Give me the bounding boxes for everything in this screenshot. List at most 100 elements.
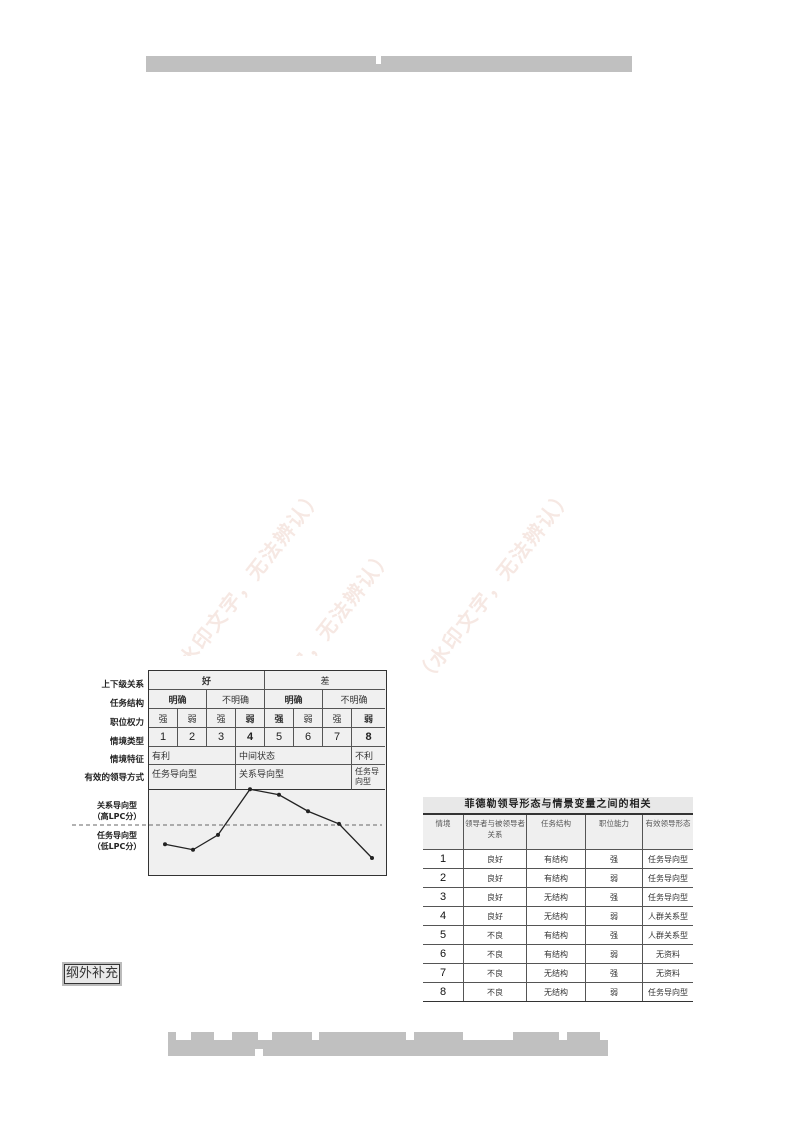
row-label-situation-type: 情境类型: [109, 737, 144, 747]
lpc-high-label: 关系导向型 （高LPC分）: [82, 800, 152, 822]
table-cell: 强: [585, 887, 643, 907]
table-cell: 良好: [463, 887, 527, 907]
style-relation: 关系导向型: [236, 765, 352, 790]
header-situation: 情境: [423, 815, 464, 850]
lpc-curve: [164, 788, 373, 859]
table-cell: 有结构: [526, 868, 586, 888]
table-cell: 弱: [585, 982, 643, 1002]
table-body: 1 良好 有结构强任务导向型 2 良好 有结构弱任务导向型 3 良好 无结构强任务导向型 4 良好无…: [423, 849, 693, 1002]
lpc-data-point: [306, 809, 310, 814]
table-cell: 强: [585, 925, 643, 945]
table-cell: 有结构: [526, 925, 586, 945]
feature-favorable: 有利: [149, 747, 236, 765]
supplement-label: 纲外补充: [64, 964, 121, 984]
table-header-row: 情境 领导者与被领导者关系 任务结构 职位能力 有效领导形态: [423, 815, 693, 850]
style-task-1: 任务导向型: [149, 765, 236, 790]
footer-redacted-gaps: [168, 1032, 608, 1040]
table-row: 5 不良 有结构强人群关系型: [423, 925, 693, 945]
situation-number: 4: [423, 906, 464, 926]
table-cell: 不良: [463, 982, 527, 1002]
table-cell: 无资料: [642, 963, 693, 983]
situation-number: 2: [423, 868, 464, 888]
header-effective-style: 有效领导形态: [642, 815, 693, 850]
position-power-2: 弱: [178, 709, 207, 728]
table-cell: 强: [585, 963, 643, 983]
table: 情境 领导者与被领导者关系 任务结构 职位能力 有效领导形态 1 良好 有结构强任务…: [423, 815, 693, 1002]
table-row: 3 良好 无结构强任务导向型: [423, 887, 693, 907]
table-cell: 任务导向型: [642, 868, 693, 888]
situation-number: 7: [423, 963, 464, 983]
lpc-low-title: 任务导向型: [97, 831, 137, 840]
table-cell: 无结构: [526, 887, 586, 907]
task-structure-2: 不明确: [207, 690, 265, 709]
table-cell: 任务导向型: [642, 982, 693, 1002]
position-power-7: 强: [323, 709, 352, 728]
table-cell: 弱: [585, 868, 643, 888]
position-power-5: 强: [265, 709, 294, 728]
lpc-line-plot: [72, 787, 382, 860]
table-cell: 人群关系型: [642, 906, 693, 926]
header-redacted-bar: [146, 56, 632, 72]
lpc-low-sub: （低LPC分）: [92, 842, 142, 851]
relation-good: 好: [149, 671, 265, 690]
lpc-data-point: [370, 856, 374, 860]
lpc-data-point: [337, 821, 341, 826]
feature-intermediate: 中间状态: [236, 747, 352, 765]
lpc-data-point: [163, 842, 167, 847]
table-cell: 无结构: [526, 963, 586, 983]
position-power-6: 弱: [294, 709, 323, 728]
lpc-high-title: 关系导向型: [97, 801, 137, 810]
situation-type-7: 7: [323, 728, 352, 747]
header-position-power: 职位能力: [585, 815, 643, 850]
footer-redacted-notch: [255, 1049, 263, 1057]
position-power-4: 弱: [236, 709, 265, 728]
table-row: 7 不良 无结构强无资料: [423, 963, 693, 983]
lpc-data-point: [277, 792, 281, 797]
table-title: 菲德勒领导形态与情景变量之间的相关: [423, 797, 693, 815]
position-power-8: 弱: [352, 709, 385, 728]
table-cell: 有结构: [526, 849, 586, 869]
row-label-relation: 上下级关系: [101, 680, 144, 690]
table-cell: 任务导向型: [642, 887, 693, 907]
lpc-data-point: [216, 832, 220, 837]
table-cell: 无结构: [526, 906, 586, 926]
table-cell: 弱: [585, 944, 643, 964]
relation-poor: 差: [265, 671, 385, 690]
fiedler-correlation-table: 菲德勒领导形态与情景变量之间的相关 情境 领导者与被领导者关系 任务结构 职位能…: [408, 785, 712, 1002]
situation-number: 3: [423, 887, 464, 907]
row-label-effective-style: 有效的领导方式: [84, 773, 144, 783]
fiedler-contingency-chart: 上下级关系 任务结构 职位权力 情境类型 情境特征 有效的领导方式 好 差 明确…: [64, 656, 409, 880]
lpc-data-point: [191, 847, 195, 852]
table-cell: 不良: [463, 944, 527, 964]
table-cell: 强: [585, 849, 643, 869]
table-cell: 良好: [463, 868, 527, 888]
table-cell: 不良: [463, 925, 527, 945]
lpc-low-label: 任务导向型 （低LPC分）: [82, 830, 152, 852]
row-label-task-structure: 任务结构: [109, 699, 144, 709]
situation-type-1: 1: [149, 728, 178, 747]
task-structure-1: 明确: [149, 690, 207, 709]
table-cell: 良好: [463, 849, 527, 869]
situation-type-5: 5: [265, 728, 294, 747]
row-label-situation-feature: 情境特征: [109, 755, 144, 765]
table-cell: 无资料: [642, 944, 693, 964]
style-task-2: 任务导向型: [352, 765, 385, 790]
situation-type-6: 6: [294, 728, 323, 747]
table-row: 1 良好 有结构强任务导向型: [423, 849, 693, 869]
situation-number: 1: [423, 849, 464, 869]
header-task-structure: 任务结构: [526, 815, 586, 850]
header-redacted-notch: [376, 56, 381, 64]
lpc-high-sub: （高LPC分）: [92, 812, 142, 821]
situation-type-4: 4: [236, 728, 265, 747]
table-cell: 有结构: [526, 944, 586, 964]
situation-number: 8: [423, 982, 464, 1002]
feature-unfavorable: 不利: [352, 747, 385, 765]
table-row: 4 良好 无结构弱人群关系型: [423, 906, 693, 926]
situation-type-2: 2: [178, 728, 207, 747]
situation-number: 6: [423, 944, 464, 964]
table-row: 8 不良 无结构弱任务导向型: [423, 982, 693, 1002]
table-cell: 良好: [463, 906, 527, 926]
task-structure-4: 不明确: [323, 690, 385, 709]
table-cell: 弱: [585, 906, 643, 926]
position-power-1: 强: [149, 709, 178, 728]
